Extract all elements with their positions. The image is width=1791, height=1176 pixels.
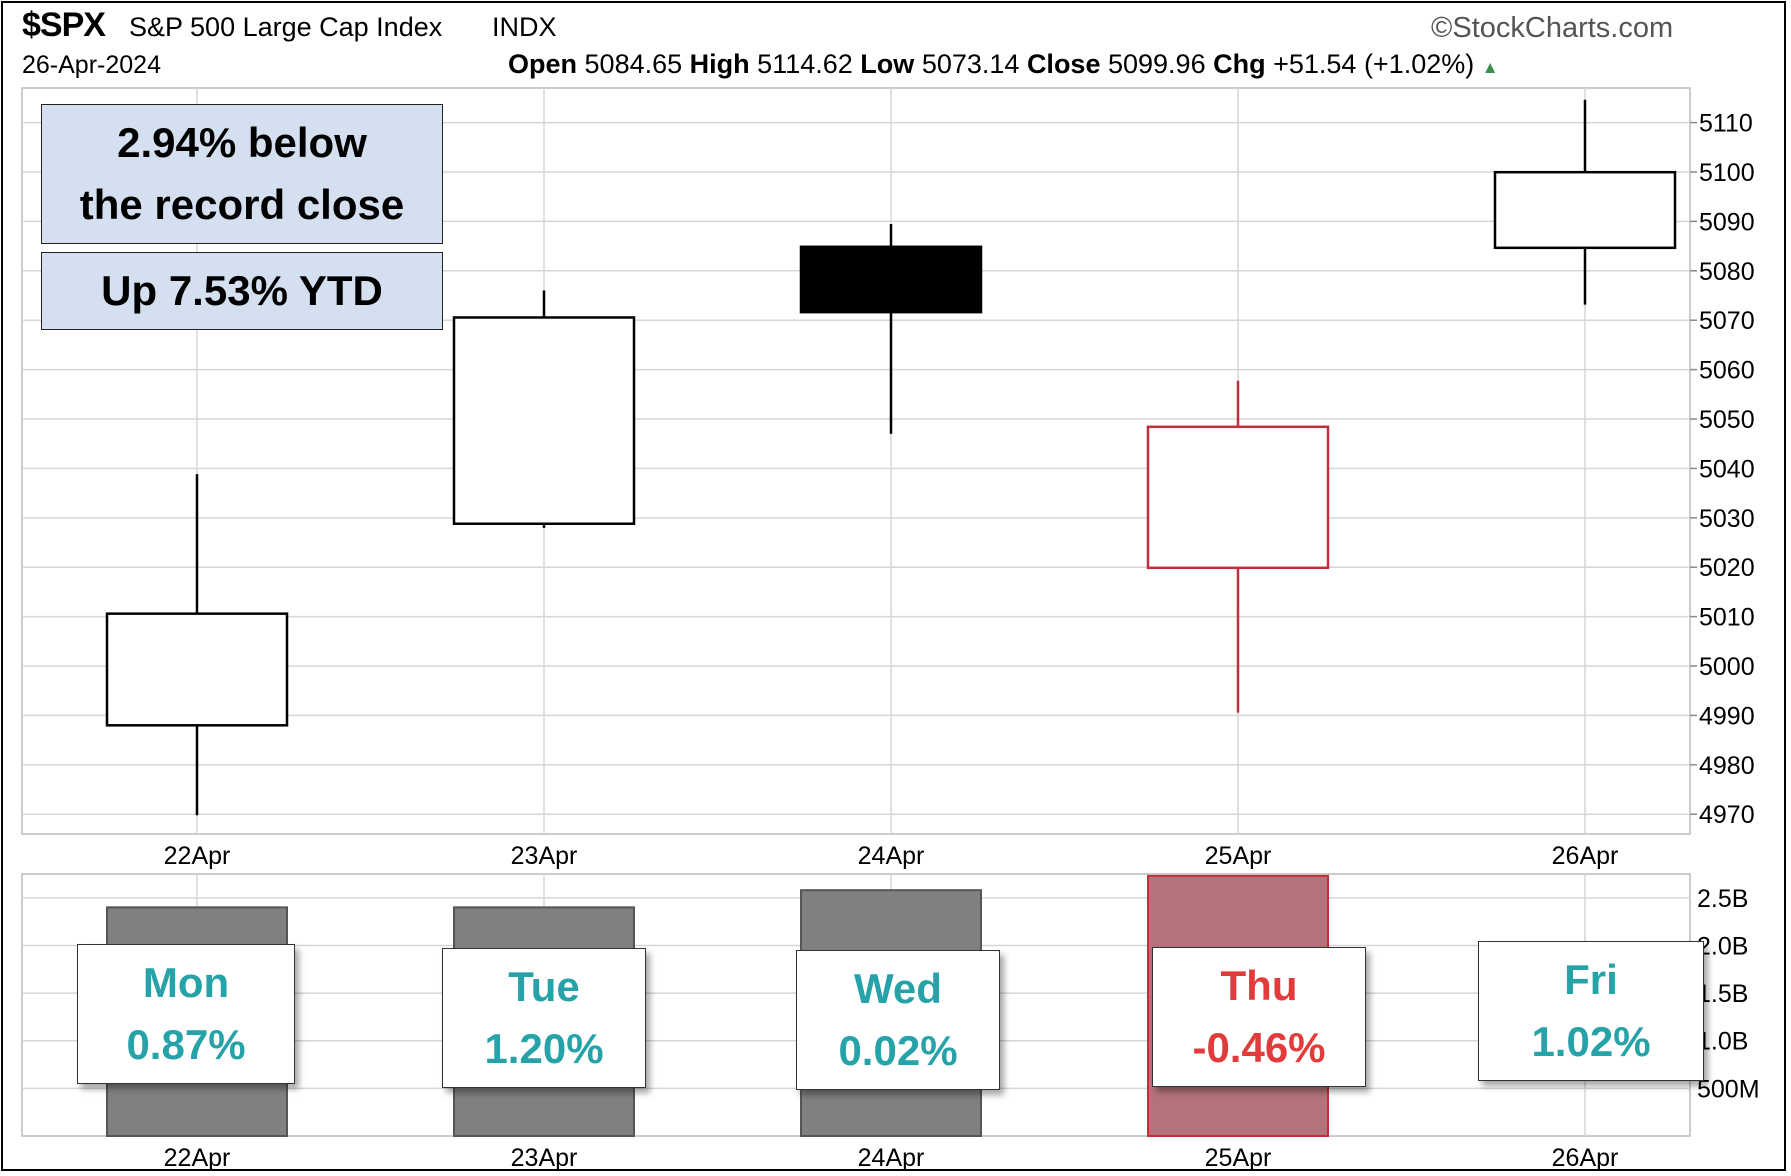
price-tick-label: 4990 bbox=[1699, 702, 1755, 730]
price-tick-label: 5060 bbox=[1699, 357, 1755, 385]
price-tick-label: 5010 bbox=[1699, 604, 1755, 632]
day-box-thu: Thu -0.46% bbox=[1152, 947, 1366, 1087]
day-name: Wed bbox=[854, 965, 942, 1012]
index-name: S&P 500 Large Cap Index bbox=[129, 12, 443, 42]
close-label: Close bbox=[1026, 49, 1101, 79]
open-label: Open bbox=[508, 49, 578, 79]
price-tick-label: 5070 bbox=[1699, 307, 1755, 335]
chg-label: Chg bbox=[1213, 49, 1266, 79]
day-name: Fri bbox=[1564, 956, 1618, 1003]
candle-body bbox=[1146, 425, 1330, 570]
day-change: 1.20% bbox=[484, 1025, 604, 1072]
ytd-note-text: Up 7.53% YTD bbox=[101, 267, 383, 314]
ohlc-readout: Open 5084.65 High 5114.62 Low 5073.14 Cl… bbox=[508, 49, 1499, 80]
open-value: 5084.65 bbox=[584, 49, 683, 79]
price-tick-label: 5110 bbox=[1699, 110, 1753, 138]
day-name: Tue bbox=[508, 963, 580, 1010]
day-name: Mon bbox=[142, 959, 230, 1006]
day-change: 1.02% bbox=[1531, 1018, 1651, 1065]
day-box-fri: Fri 1.02% bbox=[1478, 941, 1704, 1081]
volume-tick-label: 2.0B bbox=[1697, 932, 1748, 960]
price-x-tick-label: 24Apr bbox=[858, 842, 925, 870]
day-box-tue: Tue 1.20% bbox=[442, 948, 646, 1088]
price-x-tick-label: 23Apr bbox=[511, 842, 578, 870]
volume-x-tick-label: 25Apr bbox=[1205, 1144, 1272, 1172]
volume-tick-label: 2.5B bbox=[1697, 885, 1748, 913]
volume-tick-label: 500M bbox=[1697, 1075, 1760, 1103]
candle-body bbox=[105, 612, 289, 727]
candle-body bbox=[452, 316, 636, 525]
day-change: 0.02% bbox=[838, 1027, 958, 1074]
price-x-tick-label: 22Apr bbox=[164, 842, 231, 870]
volume-x-tick-label: 22Apr bbox=[164, 1144, 231, 1172]
price-tick-label: 4970 bbox=[1699, 801, 1755, 829]
record-note-line-2: the record close bbox=[79, 181, 405, 228]
exchange-code: INDX bbox=[492, 12, 557, 42]
day-box-wed: Wed 0.02% bbox=[796, 950, 1000, 1090]
price-tick-label: 5040 bbox=[1699, 455, 1755, 483]
day-box-mon: Mon 0.87% bbox=[77, 944, 295, 1084]
price-tick-label: 5030 bbox=[1699, 505, 1755, 533]
high-label: High bbox=[689, 49, 750, 79]
price-tick-label: 5080 bbox=[1699, 258, 1755, 286]
candle-body bbox=[1493, 170, 1677, 250]
day-change: -0.46% bbox=[1192, 1024, 1326, 1071]
close-value: 5099.96 bbox=[1107, 49, 1206, 79]
price-tick-label: 5020 bbox=[1699, 554, 1755, 582]
candle-body bbox=[799, 245, 983, 314]
chg-value: +51.54 (+1.02%) bbox=[1273, 49, 1475, 79]
price-x-tick-label: 25Apr bbox=[1205, 842, 1272, 870]
price-tick-label: 4980 bbox=[1699, 752, 1755, 780]
low-label: Low bbox=[860, 49, 915, 79]
day-name: Thu bbox=[1220, 962, 1298, 1009]
price-tick-label: 5090 bbox=[1699, 208, 1755, 236]
triangle-up-icon: ▲ bbox=[1481, 58, 1499, 77]
price-tick-label: 5000 bbox=[1699, 653, 1755, 681]
volume-x-tick-label: 26Apr bbox=[1552, 1144, 1619, 1172]
low-value: 5073.14 bbox=[921, 49, 1020, 79]
record-close-note: 2.94% below the record close bbox=[41, 104, 443, 244]
chart-date: 26-Apr-2024 bbox=[22, 51, 161, 79]
volume-tick-label: 1.0B bbox=[1697, 1028, 1748, 1056]
volume-x-tick-label: 23Apr bbox=[511, 1144, 578, 1172]
record-note-line-1: 2.94% below bbox=[117, 119, 367, 166]
price-tick-label: 5050 bbox=[1699, 406, 1755, 434]
volume-x-tick-label: 24Apr bbox=[858, 1144, 925, 1172]
ytd-note: Up 7.53% YTD bbox=[41, 252, 443, 330]
symbol-label: $SPX bbox=[22, 6, 106, 44]
brand-label[interactable]: ©StockCharts.com bbox=[1431, 12, 1674, 44]
high-value: 5114.62 bbox=[757, 49, 853, 79]
price-x-tick-label: 26Apr bbox=[1552, 842, 1619, 870]
day-change: 0.87% bbox=[126, 1021, 246, 1068]
price-tick-label: 5100 bbox=[1699, 159, 1755, 187]
volume-tick-label: 1.5B bbox=[1697, 980, 1748, 1008]
